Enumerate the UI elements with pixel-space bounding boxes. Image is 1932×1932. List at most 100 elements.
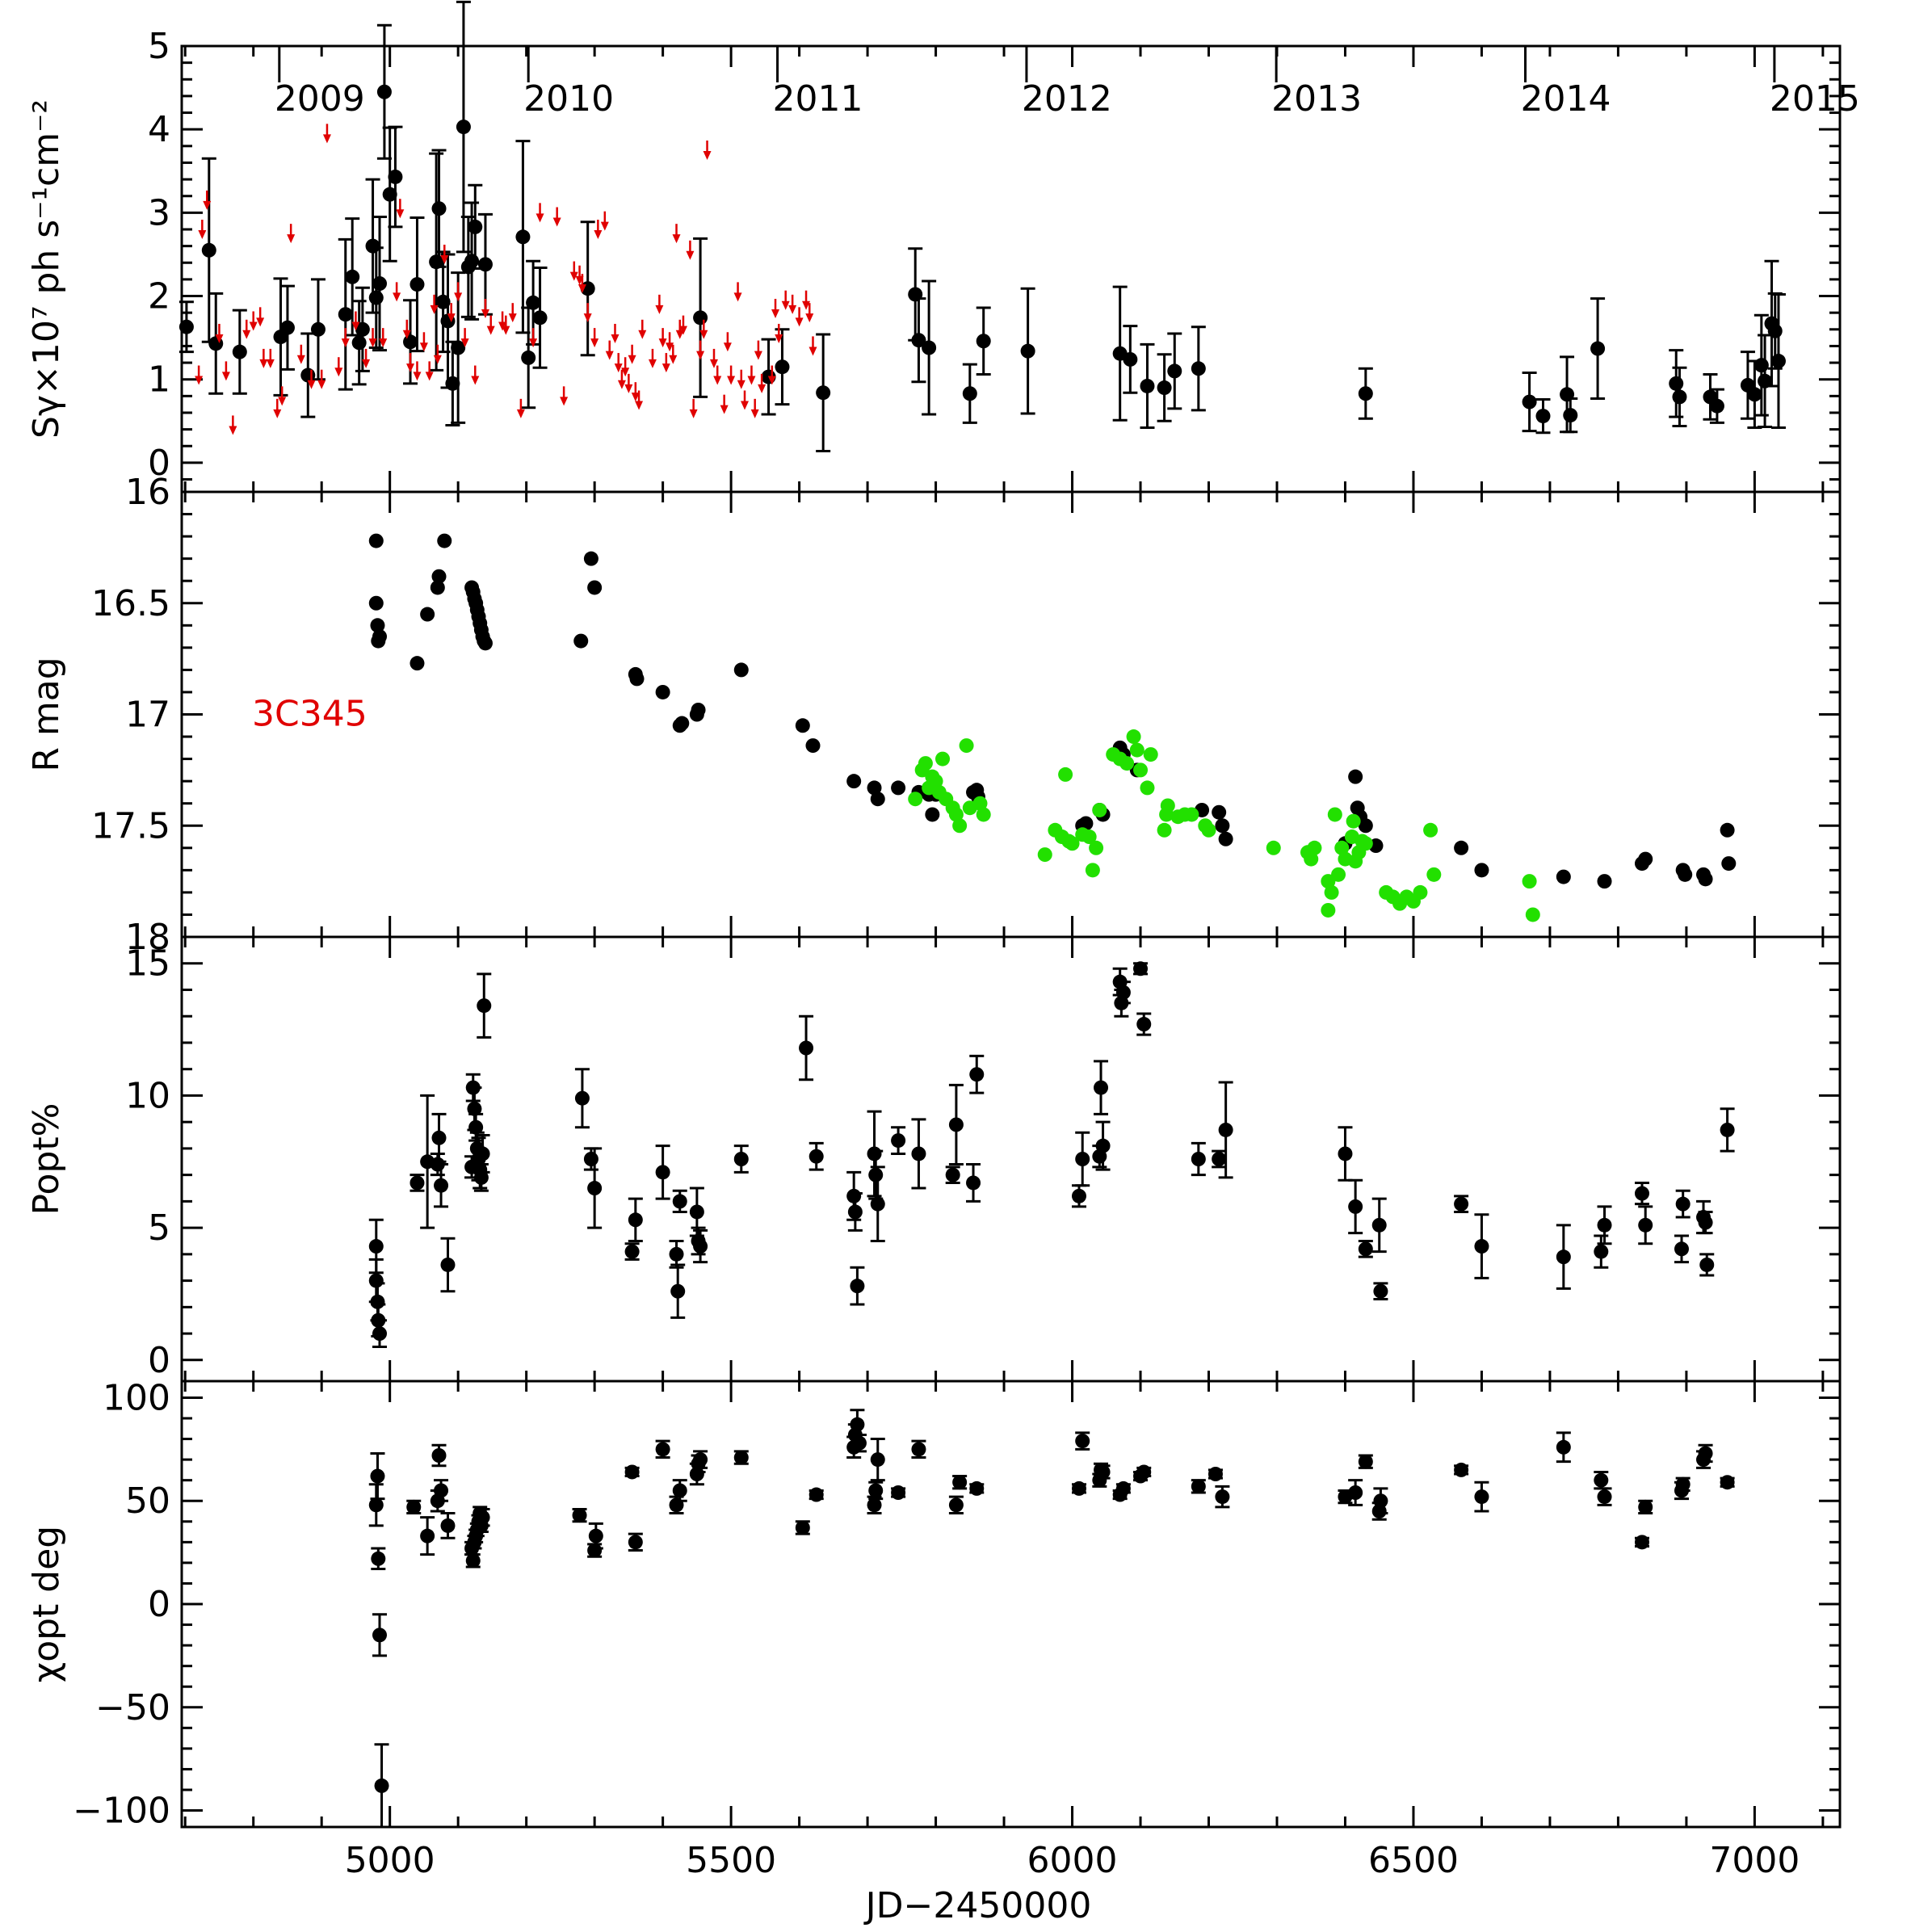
data-point bbox=[572, 1508, 587, 1523]
data-point bbox=[976, 334, 991, 349]
data-point bbox=[1215, 818, 1230, 834]
data-point bbox=[477, 636, 493, 651]
data-point bbox=[948, 1497, 964, 1513]
upper-limit-arrow-head bbox=[709, 359, 718, 368]
data-point bbox=[733, 1152, 749, 1166]
data-point bbox=[867, 1497, 882, 1513]
upper-limit-arrow-head bbox=[720, 405, 729, 414]
data-point bbox=[587, 1543, 603, 1558]
upper-limit-arrow-head bbox=[529, 338, 538, 348]
data-point bbox=[382, 187, 397, 202]
data-point bbox=[891, 1133, 906, 1149]
data-point bbox=[1140, 378, 1155, 393]
data-point bbox=[808, 1149, 824, 1164]
data-point bbox=[1522, 394, 1537, 410]
data-point bbox=[1115, 985, 1131, 1000]
y-tick-label: 2 bbox=[148, 276, 170, 317]
upper-limit-arrow-head bbox=[287, 234, 296, 244]
data-point bbox=[911, 1146, 926, 1161]
data-point bbox=[935, 751, 951, 766]
data-point bbox=[1092, 802, 1107, 817]
upper-limit-arrow-head bbox=[215, 334, 224, 343]
data-point bbox=[1348, 769, 1363, 784]
y-tick-label: −100 bbox=[73, 1791, 170, 1832]
gamma-flux-axis-ticks: 0 1 2 3 4 5 bbox=[148, 26, 1840, 492]
y-tick-label: 15 bbox=[125, 943, 170, 985]
data-point bbox=[1327, 807, 1342, 822]
upper-limit-arrow-head bbox=[419, 342, 428, 352]
data-point bbox=[775, 359, 790, 375]
data-point bbox=[588, 1528, 603, 1544]
year-label: 2013 bbox=[1271, 78, 1362, 120]
data-point bbox=[1767, 323, 1783, 338]
data-point bbox=[1709, 398, 1724, 414]
data-point bbox=[1721, 856, 1737, 872]
upper-limit-arrow-head bbox=[460, 338, 469, 348]
upper-limit-arrow-head bbox=[454, 292, 463, 302]
upper-limit-arrow-head bbox=[362, 359, 371, 368]
data-point bbox=[972, 796, 988, 811]
data-point bbox=[795, 718, 810, 733]
data-point bbox=[1698, 1215, 1713, 1230]
r-magnitude-data-marks bbox=[368, 533, 1737, 922]
upper-limit-arrow-head bbox=[569, 271, 578, 281]
y-tick-label: 17.5 bbox=[91, 805, 170, 846]
data-point bbox=[1212, 1152, 1227, 1166]
data-point bbox=[1758, 373, 1773, 388]
upper-limit-arrow-head bbox=[750, 409, 759, 418]
data-point bbox=[1191, 361, 1206, 376]
data-point bbox=[434, 1178, 449, 1193]
upper-limit-arrow-head bbox=[259, 359, 268, 368]
data-point bbox=[850, 1417, 865, 1432]
x-axis-label: JD−2450000 bbox=[863, 1885, 1092, 1926]
upper-limit-arrow-head bbox=[648, 359, 657, 368]
data-point bbox=[669, 1246, 684, 1262]
upper-limit-arrow-head bbox=[516, 409, 525, 418]
data-point bbox=[1334, 840, 1350, 855]
data-point bbox=[1371, 1217, 1387, 1233]
data-point bbox=[1218, 831, 1233, 846]
upper-limit-arrow-head bbox=[203, 200, 212, 210]
upper-limit-arrow-head bbox=[430, 304, 439, 314]
data-point bbox=[1563, 408, 1578, 423]
x-tick-label: 6500 bbox=[1368, 1840, 1459, 1881]
data-point bbox=[451, 340, 466, 355]
year-label: 2009 bbox=[275, 78, 365, 120]
data-point bbox=[1348, 1199, 1363, 1214]
data-point bbox=[437, 533, 452, 548]
data-point bbox=[468, 1119, 484, 1135]
upper-limit-arrow-head bbox=[686, 250, 695, 260]
data-point bbox=[1675, 1196, 1690, 1212]
upper-limit-arrow-head bbox=[266, 359, 275, 368]
data-point bbox=[431, 201, 447, 216]
upper-limit-arrow-head bbox=[368, 338, 377, 348]
data-point bbox=[1358, 1454, 1373, 1469]
upper-limit-arrow-head bbox=[600, 221, 609, 231]
polarization-degree-y-axis-label: Popt% bbox=[26, 1103, 67, 1216]
data-point bbox=[976, 807, 991, 822]
data-point bbox=[468, 219, 483, 234]
data-point bbox=[670, 1283, 686, 1299]
data-point bbox=[799, 1040, 814, 1056]
data-point bbox=[851, 1435, 867, 1451]
upper-limit-arrow-head bbox=[638, 330, 647, 339]
y-tick-label: 50 bbox=[125, 1480, 170, 1522]
upper-limit-arrow-head bbox=[322, 134, 331, 144]
upper-limit-arrow-head bbox=[195, 376, 204, 385]
data-point bbox=[691, 702, 706, 717]
data-point bbox=[689, 1204, 704, 1220]
data-point bbox=[1594, 1472, 1609, 1488]
data-point bbox=[338, 307, 353, 322]
data-point bbox=[1133, 762, 1149, 778]
data-point bbox=[948, 1117, 964, 1132]
data-point bbox=[1720, 822, 1735, 838]
upper-limit-arrow-head bbox=[631, 393, 640, 402]
data-point bbox=[1143, 747, 1158, 762]
data-point bbox=[1454, 1196, 1469, 1212]
data-point bbox=[805, 738, 821, 754]
upper-limit-arrow-head bbox=[578, 284, 586, 294]
data-point bbox=[368, 290, 384, 305]
data-point bbox=[868, 1483, 884, 1498]
data-point bbox=[945, 1167, 960, 1182]
data-point bbox=[465, 1553, 481, 1569]
